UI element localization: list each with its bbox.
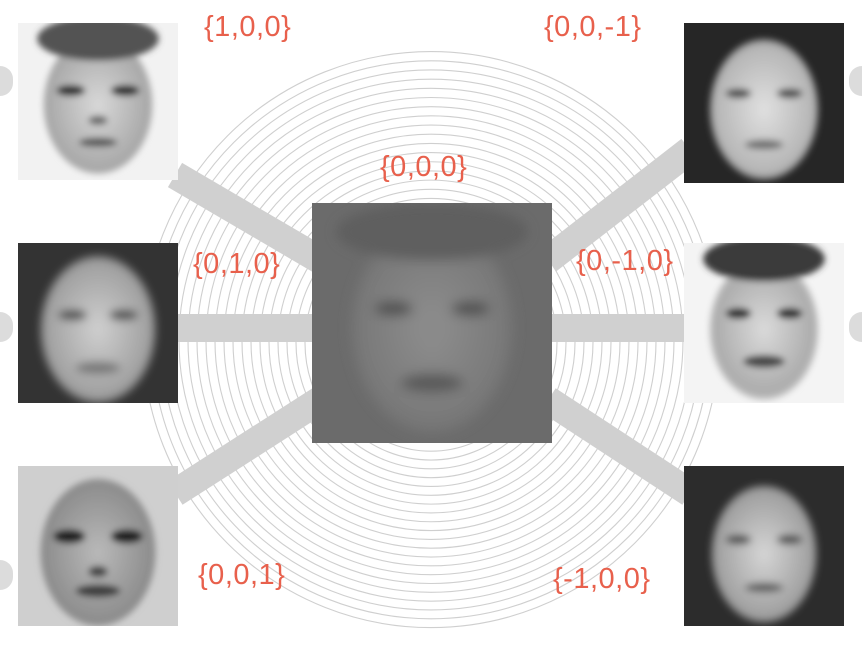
label-bottom-right: {-1,0,0} [553,563,651,595]
face-top-left [18,23,178,180]
label-center: {0,0,0} [380,151,468,183]
right-edge-nub [849,312,862,342]
connector-top-right [539,138,699,272]
center-mean-face [312,203,552,443]
connector-bottom-left [167,388,328,505]
label-middle-left: {0,1,0} [193,248,281,280]
connector-bottom-right [540,388,698,505]
face-bottom-left [18,466,178,626]
face-middle-left [18,243,178,403]
connector-top-left [167,162,328,273]
label-top-right: {0,0,-1} [544,11,642,43]
background-ring [286,197,576,488]
face-top-right [684,23,844,183]
background-ring [268,179,594,505]
left-edge-nub [0,66,13,96]
left-edge-nub [0,312,13,342]
face-bottom-right [684,466,844,626]
right-edge-nub [849,66,862,96]
label-middle-right: {0,-1,0} [576,245,674,277]
left-edge-nub [0,560,13,590]
face-middle-right [684,243,844,403]
background-ring [277,188,585,496]
label-bottom-left: {0,0,1} [198,559,286,591]
label-top-left: {1,0,0} [204,11,292,43]
